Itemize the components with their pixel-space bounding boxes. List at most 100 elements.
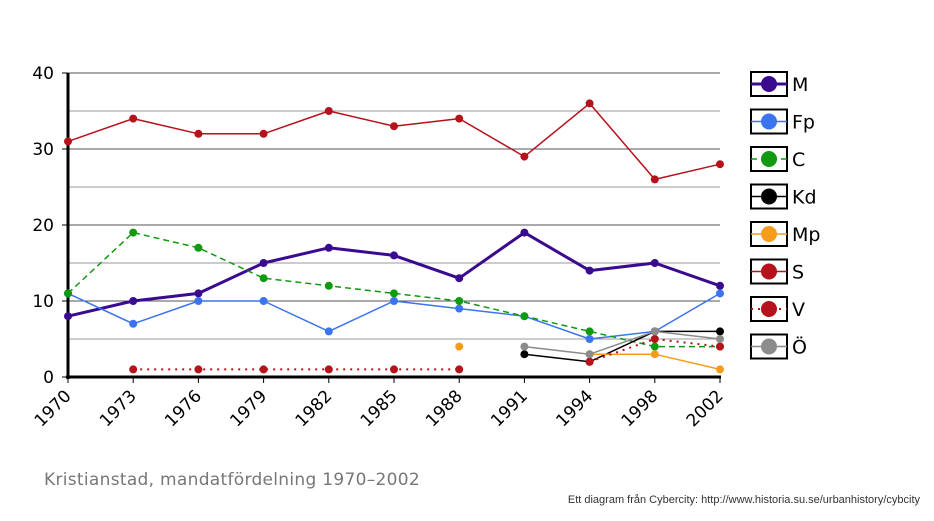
chart-credit: Ett diagram från Cybercity: http://www.h… (567, 494, 920, 506)
data-point (650, 350, 659, 359)
legend-marker (761, 113, 777, 130)
legend-label: Mp (792, 224, 820, 246)
data-point (585, 357, 594, 366)
x-tick-label: 1976 (161, 386, 206, 431)
data-point (390, 365, 398, 374)
data-point (650, 327, 659, 336)
data-point (716, 335, 724, 343)
gridlines (68, 72, 720, 340)
data-point (324, 107, 333, 115)
data-point (650, 342, 659, 351)
y-tick-label: 30 (32, 140, 54, 160)
data-point (194, 243, 203, 252)
y-tick-label: 0 (43, 368, 54, 388)
series-M (64, 228, 724, 321)
x-tick-label: 1970 (31, 386, 76, 431)
data-point (716, 289, 724, 298)
data-point (194, 297, 203, 305)
x-tick-label: 1982 (292, 386, 337, 431)
series-layer (64, 99, 724, 374)
x-tick-label: 1985 (357, 386, 402, 431)
data-point (259, 365, 268, 374)
legend-item-Mp: Mp (750, 221, 820, 247)
data-point (585, 266, 594, 275)
legend-marker (761, 188, 777, 205)
data-point (324, 365, 333, 374)
legend-marker (761, 76, 777, 92)
data-point (129, 365, 138, 374)
legend-item-S: S (750, 258, 804, 285)
data-point (650, 335, 659, 343)
data-point (194, 365, 203, 374)
legend-label: C (792, 149, 805, 171)
x-tick-label: 1979 (226, 386, 271, 431)
legend-label: S (792, 262, 804, 284)
data-point (520, 228, 529, 237)
data-point (194, 129, 203, 138)
legend-label: Ö (792, 336, 807, 359)
data-point (324, 243, 333, 252)
legend-item-C: C (750, 146, 805, 172)
data-point (64, 312, 72, 321)
axes (62, 72, 721, 383)
data-point (455, 274, 464, 283)
x-tick-label: 1991 (487, 386, 532, 431)
data-point (64, 289, 72, 298)
series-line (67, 102, 721, 181)
data-point (64, 137, 72, 146)
x-tick-label: 1973 (96, 386, 141, 431)
series-S (64, 99, 724, 184)
data-point (455, 304, 464, 313)
x-tick-label: 2002 (683, 386, 728, 431)
data-point (716, 365, 724, 374)
data-point (520, 342, 529, 351)
series-line (67, 231, 720, 348)
legend-item-M: M (750, 71, 808, 97)
data-point (716, 160, 724, 169)
series-line (589, 338, 721, 363)
data-point (324, 327, 333, 336)
legend-label: M (792, 74, 808, 96)
legend-marker (761, 151, 777, 167)
data-point (390, 297, 398, 305)
chart-caption: Kristianstad, mandatfördelning 1970–2002 (44, 470, 421, 490)
legend-label: Fp (792, 112, 815, 134)
x-tick-label: 1998 (618, 386, 663, 431)
data-point (650, 259, 659, 267)
legend-label: V (792, 299, 805, 321)
legend: M Fp C Kd Mp SVÖ (750, 71, 820, 360)
data-point (324, 281, 333, 290)
data-point (716, 327, 724, 336)
data-point (520, 312, 529, 321)
data-point (585, 335, 594, 343)
data-point (259, 297, 268, 305)
data-point (585, 99, 594, 108)
data-point (129, 228, 138, 237)
x-tick-label: 1994 (552, 386, 597, 431)
data-point (585, 350, 594, 359)
y-tick-label: 20 (32, 216, 54, 236)
data-point (390, 289, 398, 298)
data-point (520, 350, 529, 359)
data-point (259, 259, 268, 267)
data-point (455, 114, 464, 123)
data-point (455, 365, 464, 374)
data-point (129, 297, 138, 305)
data-point (259, 129, 268, 138)
legend-marker (761, 226, 777, 242)
data-point (129, 319, 138, 328)
legend-item-V: V (750, 296, 805, 322)
legend-marker (761, 263, 777, 280)
legend-marker (761, 338, 777, 355)
data-point (194, 289, 203, 298)
data-point (455, 342, 464, 351)
data-point (585, 327, 594, 336)
data-point (520, 152, 529, 161)
legend-marker (761, 301, 777, 317)
data-point (129, 114, 138, 123)
series-line (524, 330, 720, 363)
legend-item-Kd: Kd (750, 183, 817, 210)
data-point (650, 175, 659, 184)
data-point (455, 297, 464, 305)
